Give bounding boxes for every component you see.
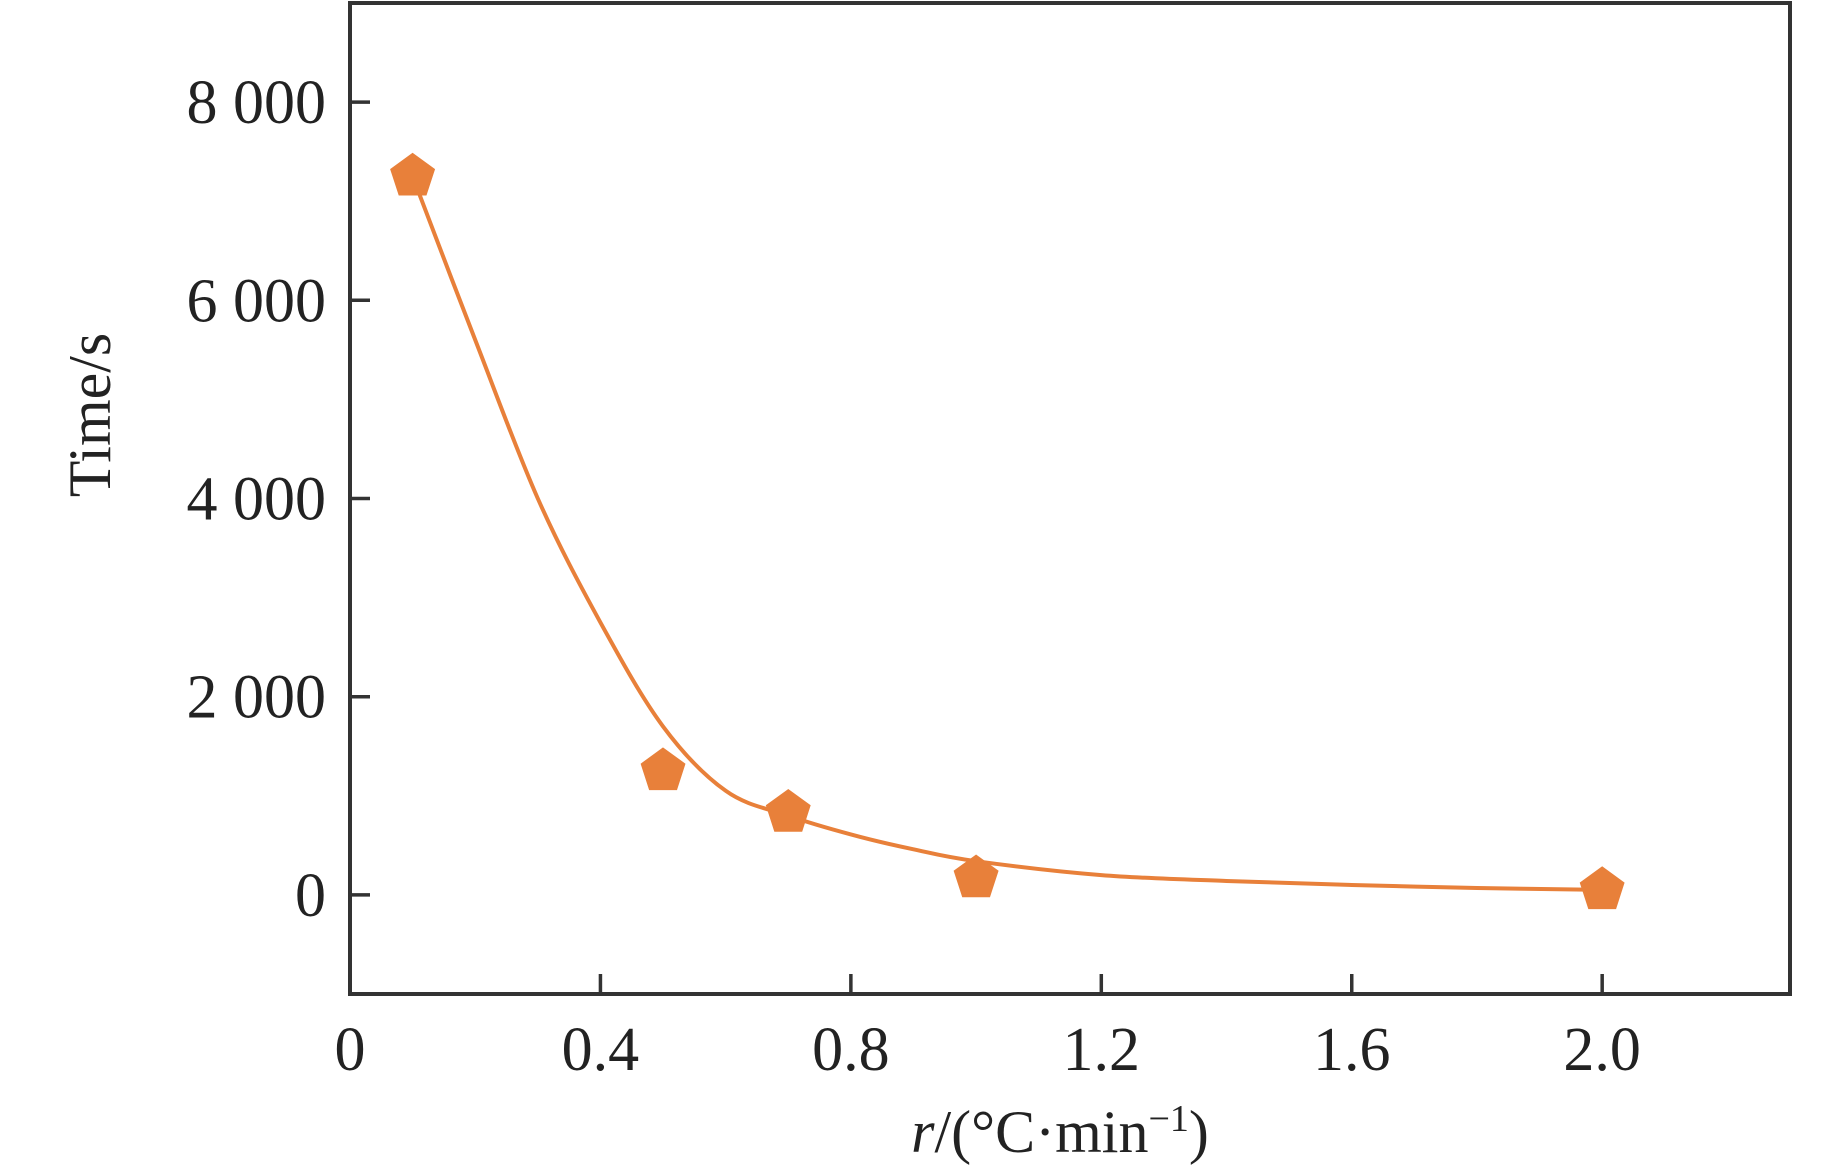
data-point (953, 854, 999, 898)
plot-area (348, 1, 1792, 996)
y-tick-label: 6 000 (187, 267, 327, 335)
fit-curve-layer (410, 175, 1603, 892)
x-axis-unit-close: ) (1189, 1099, 1209, 1165)
data-points-layer (390, 152, 1625, 910)
x-axis-unit-exponent: −1 (1148, 1098, 1188, 1140)
y-axis: 0 2 000 4 000 6 000 8 000 (187, 69, 370, 930)
data-point (765, 788, 811, 832)
y-tick-label: 8 000 (187, 69, 327, 137)
x-tick-label: 0.4 (562, 1016, 640, 1084)
x-axis-variable: r (911, 1099, 935, 1165)
x-axis: 0 0.4 0.8 1.2 1.6 2.0 (335, 974, 1641, 1084)
y-tick-label: 4 000 (187, 466, 327, 534)
x-tick-label: 0.8 (812, 1016, 890, 1084)
data-point (390, 152, 436, 196)
x-axis-title: r/(°C·min−1) (911, 1098, 1209, 1165)
x-axis-unit: /(°C·min (934, 1099, 1148, 1165)
x-tick-label: 2.0 (1563, 1016, 1641, 1084)
fit-curve (410, 175, 1603, 892)
plot-frame (348, 1, 1792, 996)
y-tick-label: 0 (295, 862, 326, 930)
data-point (1579, 866, 1625, 910)
data-point (640, 747, 686, 791)
x-tick-label: 1.2 (1063, 1016, 1141, 1084)
y-tick-label: 2 000 (187, 664, 327, 732)
y-axis-title: Time/s (57, 333, 123, 498)
x-tick-label: 0 (335, 1016, 366, 1084)
x-tick-label: 1.6 (1313, 1016, 1391, 1084)
